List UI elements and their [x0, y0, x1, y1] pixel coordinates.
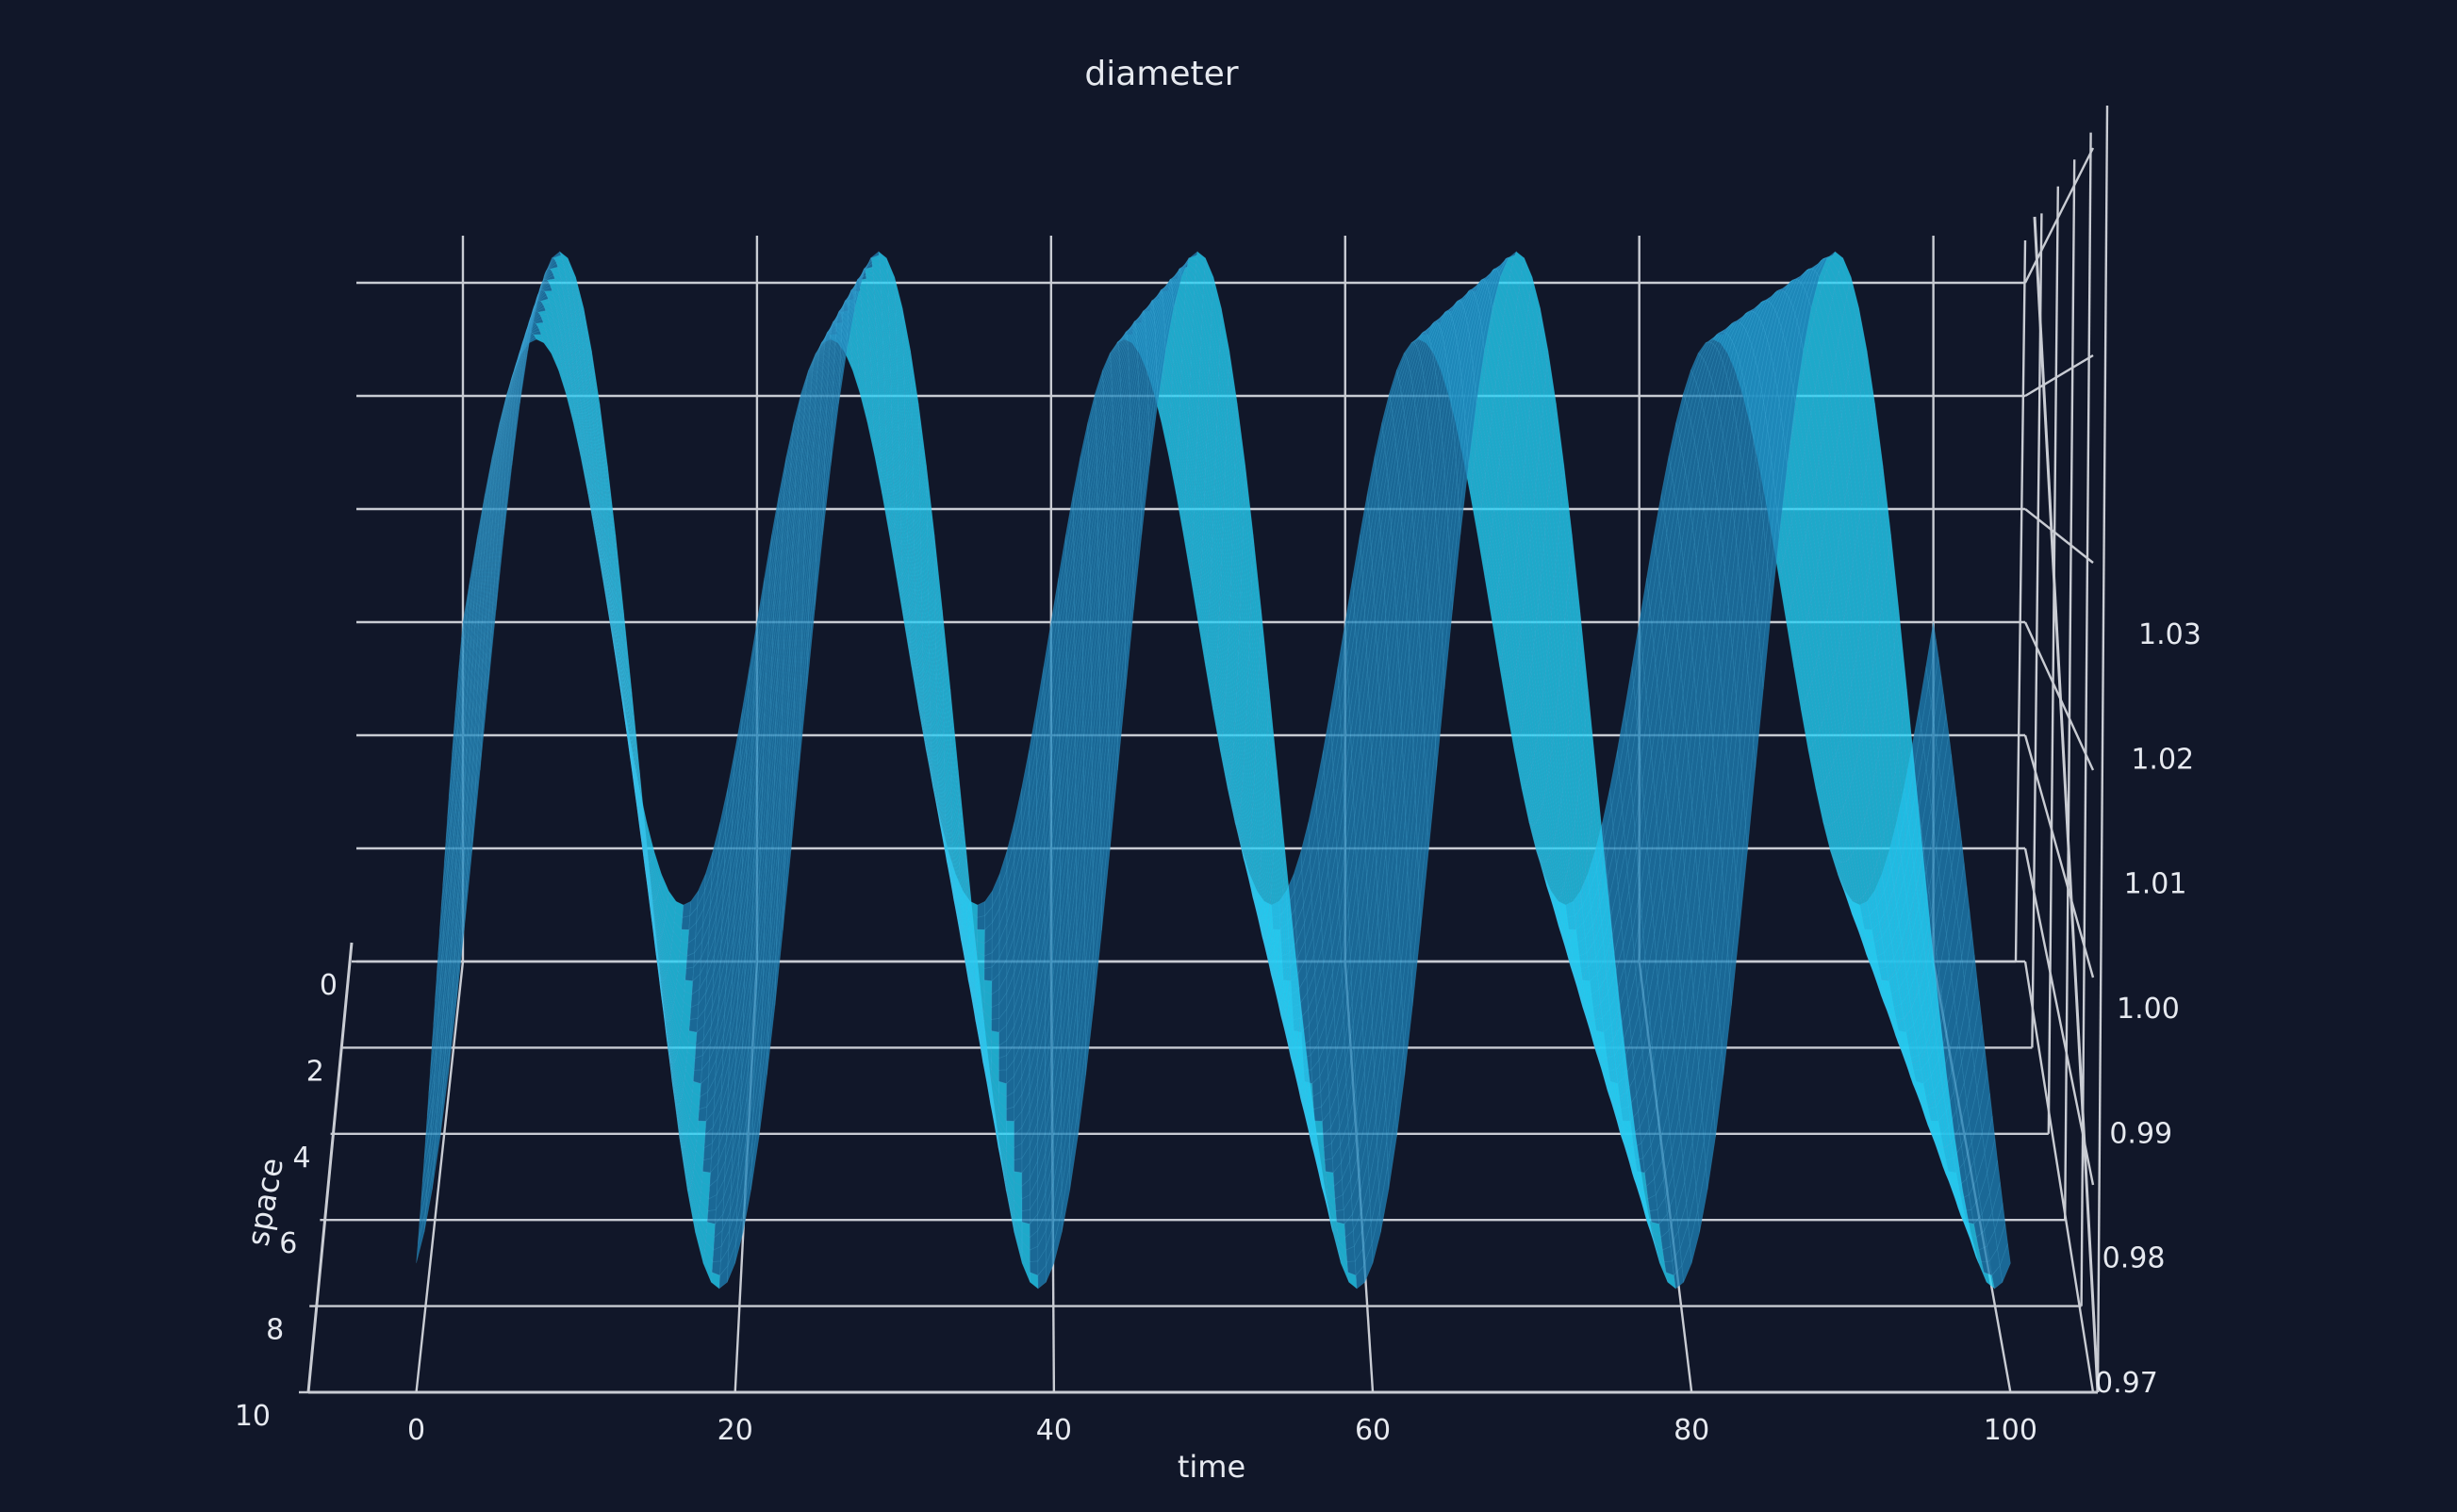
- surface-patch: [978, 916, 985, 930]
- surface-patch: [683, 901, 691, 917]
- side-wall-gridline: [2025, 355, 2093, 396]
- surface-patch: [707, 1209, 716, 1224]
- side-wall-gridline: [2025, 509, 2093, 563]
- side-wall-gridline: [2025, 148, 2093, 283]
- surface-patch: [689, 1018, 698, 1032]
- side-wall-gridline: [2016, 240, 2025, 961]
- surface-patch: [682, 916, 690, 930]
- surface-patch: [992, 1018, 999, 1032]
- surface-patch: [978, 901, 985, 917]
- surface-patch: [1325, 1159, 1333, 1173]
- surface-patch: [685, 967, 694, 981]
- surface-patch: [1022, 1209, 1030, 1224]
- surface-patch: [1007, 1107, 1014, 1121]
- side-wall-gridline: [2065, 159, 2074, 1220]
- surface-patch: [702, 1159, 711, 1173]
- side-wall-gridline: [2098, 106, 2107, 1392]
- surface-patch: [699, 1107, 707, 1121]
- surface-patch: [1314, 1107, 1323, 1121]
- surface-patch: [999, 1056, 1007, 1071]
- surface-patch: [984, 967, 992, 981]
- surface-patch: [1014, 1159, 1022, 1173]
